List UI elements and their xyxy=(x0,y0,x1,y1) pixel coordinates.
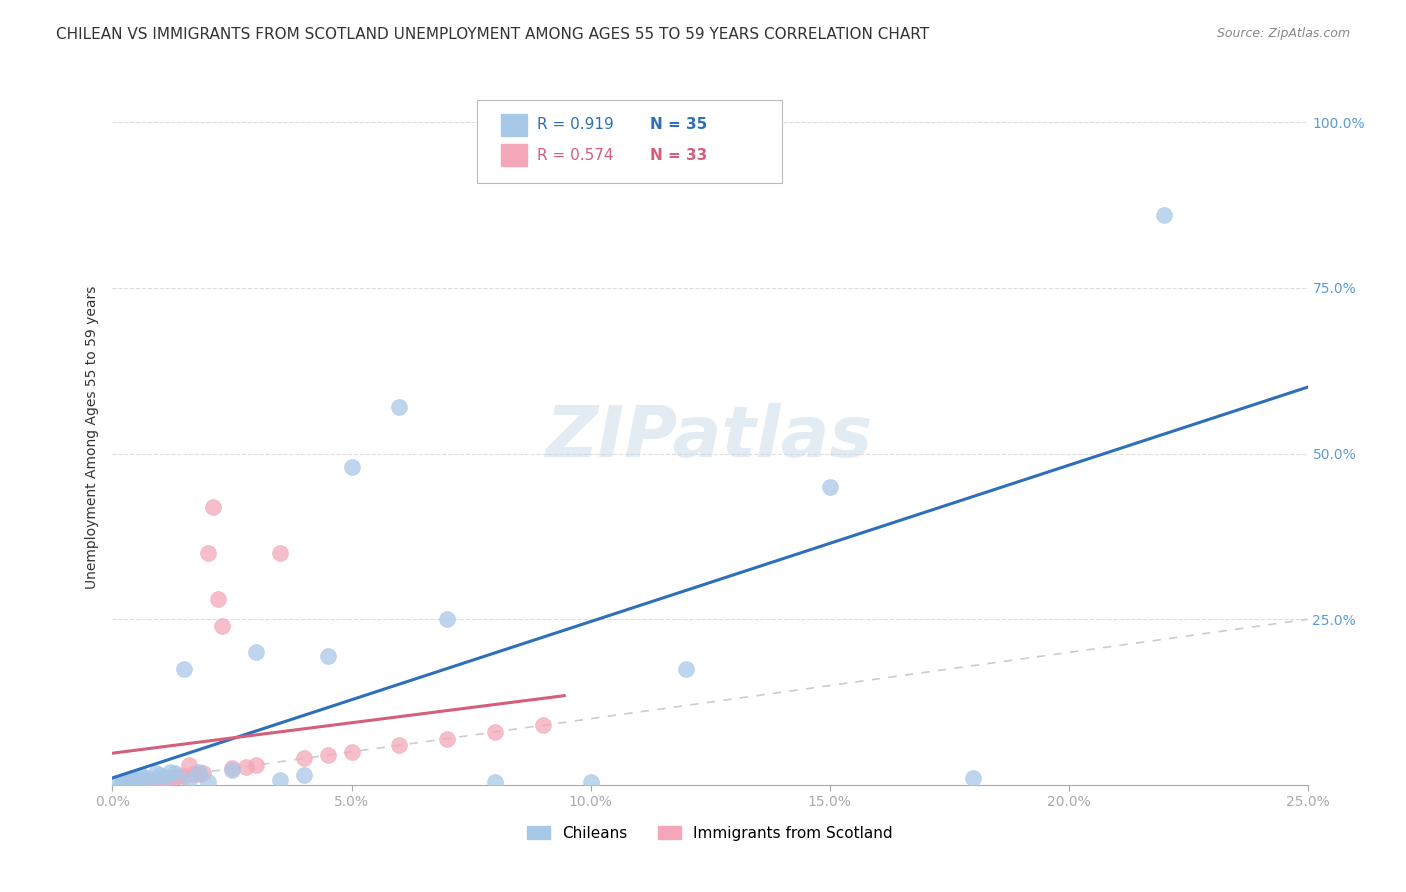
Point xyxy=(675,662,697,676)
Point xyxy=(818,480,841,494)
Point xyxy=(211,619,233,633)
Point xyxy=(125,774,148,789)
Point xyxy=(149,768,172,782)
Text: R = 0.574: R = 0.574 xyxy=(537,148,613,163)
Point xyxy=(115,772,138,787)
Point xyxy=(436,731,458,746)
Point xyxy=(269,546,291,560)
Point xyxy=(121,776,143,790)
Point xyxy=(269,772,291,787)
Point xyxy=(177,772,200,787)
Point xyxy=(235,760,257,774)
Point xyxy=(245,758,267,772)
Point xyxy=(163,770,186,784)
Point xyxy=(115,777,138,791)
Point xyxy=(153,770,176,784)
Point xyxy=(121,774,143,789)
Point xyxy=(163,766,186,780)
Point xyxy=(159,764,181,779)
Point xyxy=(436,612,458,626)
Point xyxy=(111,777,134,791)
Point xyxy=(201,500,224,514)
Point xyxy=(187,764,209,779)
Point xyxy=(153,772,176,786)
Point xyxy=(173,769,195,783)
Point xyxy=(340,459,363,474)
Text: N = 33: N = 33 xyxy=(651,148,707,163)
Point xyxy=(531,718,554,732)
Point xyxy=(221,761,243,775)
Point xyxy=(340,745,363,759)
Point xyxy=(197,774,219,789)
Point xyxy=(145,766,167,780)
Text: R = 0.919: R = 0.919 xyxy=(537,117,613,132)
Point xyxy=(484,725,506,739)
Point xyxy=(221,764,243,778)
Point xyxy=(316,648,339,663)
Point xyxy=(105,776,128,790)
Point xyxy=(139,772,162,787)
Point xyxy=(115,775,138,789)
Point xyxy=(388,738,411,752)
Point xyxy=(111,777,134,791)
Point xyxy=(173,662,195,676)
Text: ZIPatlas: ZIPatlas xyxy=(547,402,873,472)
Point xyxy=(207,592,229,607)
Point xyxy=(193,766,215,780)
Text: N = 35: N = 35 xyxy=(651,117,707,132)
Point xyxy=(292,751,315,765)
Y-axis label: Unemployment Among Ages 55 to 59 years: Unemployment Among Ages 55 to 59 years xyxy=(84,285,98,589)
Point xyxy=(125,770,148,784)
FancyBboxPatch shape xyxy=(477,100,782,183)
Point xyxy=(125,775,148,789)
Point xyxy=(579,774,602,789)
Text: Source: ZipAtlas.com: Source: ZipAtlas.com xyxy=(1216,27,1350,40)
Point xyxy=(135,774,157,789)
Point xyxy=(139,773,162,788)
FancyBboxPatch shape xyxy=(501,145,527,167)
Point xyxy=(169,769,191,783)
Point xyxy=(159,771,181,785)
Point xyxy=(245,645,267,659)
Point xyxy=(111,774,134,789)
Legend: Chileans, Immigrants from Scotland: Chileans, Immigrants from Scotland xyxy=(522,820,898,847)
Point xyxy=(388,401,411,415)
Point xyxy=(316,748,339,763)
Point xyxy=(145,772,167,787)
Point xyxy=(292,768,315,782)
Point xyxy=(121,772,143,786)
Point xyxy=(177,758,200,772)
Point xyxy=(484,774,506,789)
Point xyxy=(1153,208,1175,222)
Point xyxy=(129,768,152,782)
Point xyxy=(135,772,157,786)
Point xyxy=(129,774,152,789)
FancyBboxPatch shape xyxy=(501,113,527,136)
Text: CHILEAN VS IMMIGRANTS FROM SCOTLAND UNEMPLOYMENT AMONG AGES 55 TO 59 YEARS CORRE: CHILEAN VS IMMIGRANTS FROM SCOTLAND UNEM… xyxy=(56,27,929,42)
Point xyxy=(187,767,209,781)
Point xyxy=(197,546,219,560)
Point xyxy=(183,766,205,780)
Point xyxy=(962,772,984,786)
Point xyxy=(149,772,172,786)
